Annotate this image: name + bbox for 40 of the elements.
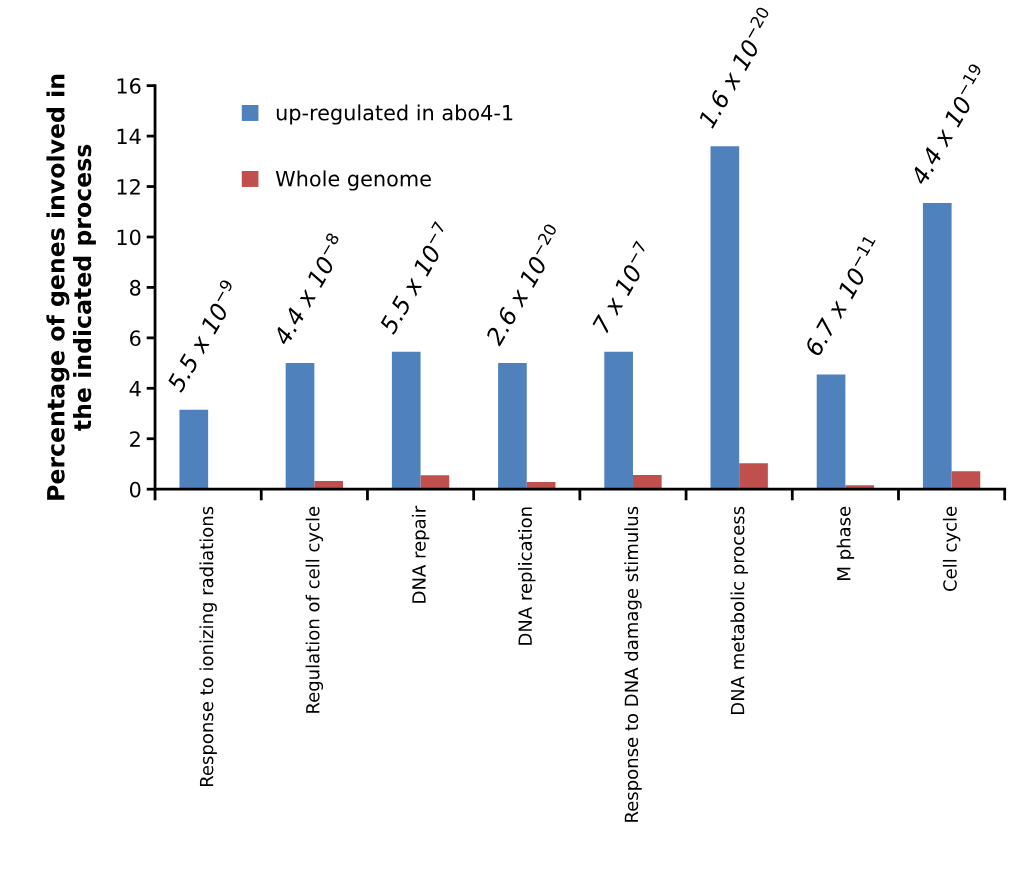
annotation: 7 x 10$^{−7}$ xyxy=(588,240,655,334)
y-tick-label: 0 xyxy=(129,481,141,498)
x-tick-label: Response to DNA damage stimulus xyxy=(624,506,642,822)
annotation: 4.4 x 10$^{−19}$ xyxy=(906,62,991,187)
y-axis-title: Percentage of genes involved in the indicated process xyxy=(46,74,96,500)
x-tick-label: DNA metabolic process xyxy=(730,506,748,714)
bar xyxy=(632,475,662,490)
bar xyxy=(710,146,740,490)
y-tick-label: 4 xyxy=(129,381,141,397)
bar xyxy=(498,363,527,490)
x-tick-label: Response to ionizing radiations xyxy=(199,506,217,787)
y-tick-label: 2 xyxy=(130,431,140,447)
x-tick-label: DNA replication xyxy=(518,507,536,645)
bar xyxy=(420,475,450,490)
bar xyxy=(816,374,846,490)
bar xyxy=(739,463,768,490)
x-tick-label: Cell cycle xyxy=(942,506,961,591)
bar xyxy=(951,471,981,490)
bar xyxy=(179,409,209,490)
annotation: 5.5 x 10$^{−9}$ xyxy=(162,278,242,394)
y-tick-label: 6 xyxy=(130,330,141,347)
x-tick-label: DNA repair xyxy=(411,505,430,603)
annotation: 5.5 x 10$^{−7}$ xyxy=(375,221,454,336)
annotation: 4.4 x 10$^{−8}$ xyxy=(269,232,348,347)
y-tick-label: 10 xyxy=(117,229,141,246)
bar xyxy=(391,351,421,490)
y-tick-label: 14 xyxy=(117,128,141,145)
bar xyxy=(604,351,633,490)
x-tick-label: M phase xyxy=(836,506,855,580)
legend-label: Whole genome xyxy=(275,170,431,191)
legend-label: up-regulated in abo4-1 xyxy=(276,104,513,125)
y-tick-label: 16 xyxy=(117,78,141,94)
bar xyxy=(922,202,952,490)
bar xyxy=(285,363,315,490)
x-tick-label: Regulation of cell cycle xyxy=(305,506,324,713)
annotation: 2.6 x 10$^{−20}$ xyxy=(481,222,566,347)
annotation: 1.6 x 10$^{−20}$ xyxy=(694,6,778,129)
y-tick-label: 12 xyxy=(117,178,140,195)
y-tick-label: 8 xyxy=(130,279,141,296)
annotation: 6.7 x 10$^{−11}$ xyxy=(800,234,884,357)
